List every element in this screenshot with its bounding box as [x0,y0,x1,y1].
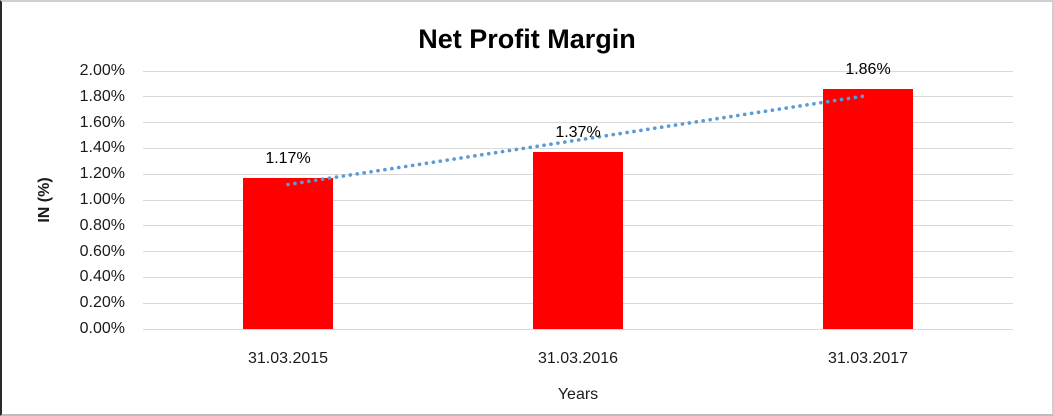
y-tick-label: 0.20% [79,294,125,312]
plot-area [143,70,1013,330]
y-tick-label: 0.40% [79,268,125,286]
bar-31.03.2016[interactable] [533,152,623,329]
chart-title: Net Profit Margin [418,24,636,54]
x-tick-label: 31.03.2015 [247,350,329,367]
y-tick-label: 1.20% [79,165,125,183]
y-tick-label: 0.00% [79,320,125,337]
y-tick-label: 0.80% [79,216,125,234]
y-tick-label: 1.60% [79,113,125,131]
bar-31.03.2017[interactable] [823,89,913,329]
bar-value-label: 1.86% [845,61,891,79]
bar-value-label: 1.17% [265,150,311,168]
x-tick-label: 31.03.2017 [827,350,909,367]
y-tick-label: 0.60% [79,242,125,260]
bar-31.03.2015[interactable] [243,178,333,329]
bar-value-label: 1.37% [555,124,601,142]
x-axis-title: Years [557,386,599,403]
y-tick-label: 2.00% [79,62,125,79]
y-tick-label: 1.00% [79,191,125,208]
y-tick-label: 1.40% [79,139,125,157]
y-axis-title: IN (%) [36,177,53,223]
gridline [143,328,1013,330]
y-tick-label: 1.80% [79,87,125,105]
x-tick-label: 31.03.2016 [537,350,619,367]
gridline [143,70,1013,72]
